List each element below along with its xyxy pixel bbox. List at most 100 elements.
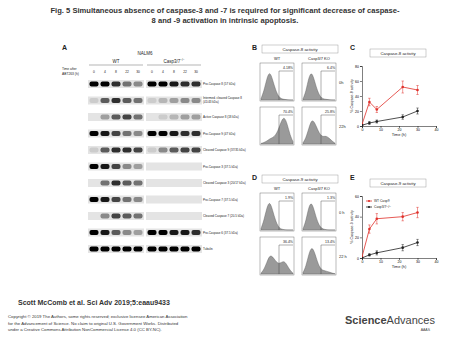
title-box	[370, 179, 426, 187]
blot-band	[170, 197, 179, 202]
histogram-frame	[302, 193, 336, 231]
error-bar	[362, 125, 363, 127]
gate-bar	[279, 245, 293, 246]
panel-a: ANALM6WTCasp3/7−/−Time afterABT263 (h)04…	[62, 44, 246, 253]
row-label: 0h	[339, 80, 343, 85]
x-tick-label: 10	[379, 128, 383, 132]
blot-band	[170, 230, 179, 235]
y-tick-label: 0	[357, 257, 359, 261]
copyright: for the Advancement of Science. No claim…	[8, 321, 179, 326]
gate-line	[321, 201, 322, 230]
blot-band	[112, 131, 121, 136]
blot-band	[192, 230, 201, 235]
y-axis-title: % Caspase-8 activity	[350, 79, 354, 113]
band-label: Pro-Caspase 7 (37.5 kDa)	[203, 198, 238, 202]
blot-band	[101, 98, 110, 103]
data-point	[368, 254, 371, 257]
blot-band	[134, 214, 143, 219]
error-cap	[368, 105, 370, 106]
blot-strip	[146, 80, 202, 88]
blot-band	[101, 230, 110, 235]
blot-strip	[146, 113, 202, 121]
y-tick-label: 20	[355, 110, 359, 114]
error-cap	[368, 233, 370, 234]
blot-band	[134, 148, 143, 153]
blot-band	[170, 98, 179, 103]
error-stem	[369, 98, 370, 106]
error-stem	[369, 122, 370, 125]
error-cap	[416, 217, 418, 218]
blot-strip	[146, 229, 202, 237]
gate-line	[321, 115, 322, 144]
blot-band	[90, 98, 99, 103]
cell-line-label: NALM6	[137, 51, 153, 56]
blot-band	[192, 197, 201, 202]
band-label: Pro-Caspase 6 (37.5 kDa)	[203, 231, 238, 235]
error-bar	[416, 86, 418, 95]
x-tick: 40	[435, 258, 439, 264]
panel-title: Caspase-9 activity	[282, 177, 318, 182]
y-tick-label: 0	[357, 125, 359, 129]
blot-band	[90, 164, 99, 169]
histogram-area	[303, 204, 335, 230]
gate-percent: 6.4%	[327, 66, 335, 70]
gate-bar	[321, 115, 335, 116]
y-axis-line	[360, 67, 363, 127]
error-cap	[376, 106, 378, 107]
band-label: Tubulin	[203, 247, 213, 251]
x-tick: 10	[379, 126, 383, 132]
y-tick: 80	[355, 65, 362, 69]
blot-strip	[146, 130, 202, 138]
error-stem	[362, 125, 363, 127]
group-label: WT	[113, 59, 120, 64]
gate-percent: 70.4%	[283, 110, 293, 114]
time-label: 8	[173, 70, 175, 74]
error-stem	[376, 251, 377, 255]
citation: Scott McComb et al. Sci Adv 2019;5:eaau9…	[18, 299, 170, 307]
histogram-area	[303, 74, 335, 100]
blot-band	[181, 131, 190, 136]
blot-band	[134, 247, 143, 252]
blot-strip	[88, 179, 144, 187]
error-bar	[368, 122, 370, 125]
blot-band	[148, 230, 157, 235]
error-cap	[362, 258, 363, 259]
plot-area	[362, 207, 419, 258]
x-tick: 0	[362, 258, 364, 264]
blot-band	[159, 148, 168, 153]
panel-letter: C	[350, 44, 355, 51]
blot-band	[123, 230, 132, 235]
y-axis-title: % Caspase-9 activity	[350, 210, 354, 244]
data-point	[416, 89, 419, 92]
blot-band	[192, 247, 201, 252]
gate-bar	[321, 71, 335, 72]
blot-band	[123, 98, 132, 103]
blot-strip	[88, 113, 144, 121]
error-stem	[417, 207, 418, 217]
blot-band	[101, 131, 110, 136]
blot-band	[123, 214, 132, 219]
y-tick: 60	[355, 80, 362, 84]
blot-band	[170, 82, 179, 87]
gate-line	[279, 201, 280, 230]
background	[0, 0, 450, 338]
blot-band	[90, 115, 99, 120]
data-point	[376, 120, 379, 123]
y-tick: 20	[355, 110, 362, 114]
blot-band	[101, 115, 110, 120]
blot-band	[148, 164, 157, 169]
gate-bar	[279, 201, 293, 202]
y-tick-mark	[360, 66, 362, 67]
data-point	[376, 217, 379, 220]
error-cap	[376, 112, 378, 113]
data-point	[416, 241, 419, 244]
histogram-area	[303, 249, 335, 274]
y-tick-mark	[360, 111, 362, 112]
error-cap	[362, 258, 363, 259]
blot-band	[181, 164, 190, 169]
blot-strip	[146, 212, 202, 220]
time-label: 8	[115, 70, 117, 74]
blot-band	[112, 214, 121, 219]
chart-title: Caspase-9 activity	[380, 181, 416, 186]
panel-title: Caspase-8 activity	[282, 47, 318, 52]
